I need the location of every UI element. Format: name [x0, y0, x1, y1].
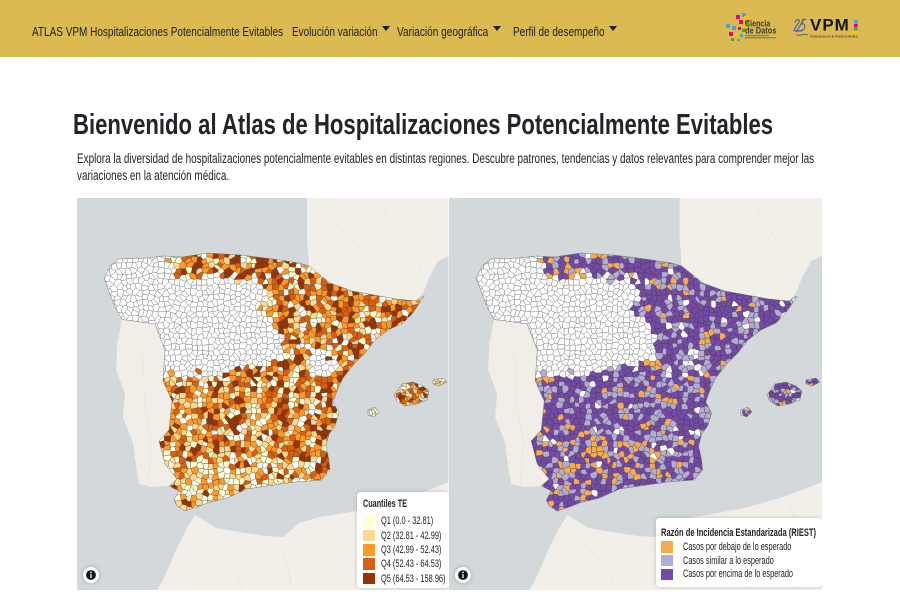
- svg-text:de Datos: de Datos: [745, 25, 777, 36]
- svg-text:Ciencia: Ciencia: [745, 19, 771, 29]
- svg-text:Variaciones en la Práctica Méd: Variaciones en la Práctica Médica: [810, 34, 858, 38]
- svg-text:VPM: VPM: [810, 18, 850, 35]
